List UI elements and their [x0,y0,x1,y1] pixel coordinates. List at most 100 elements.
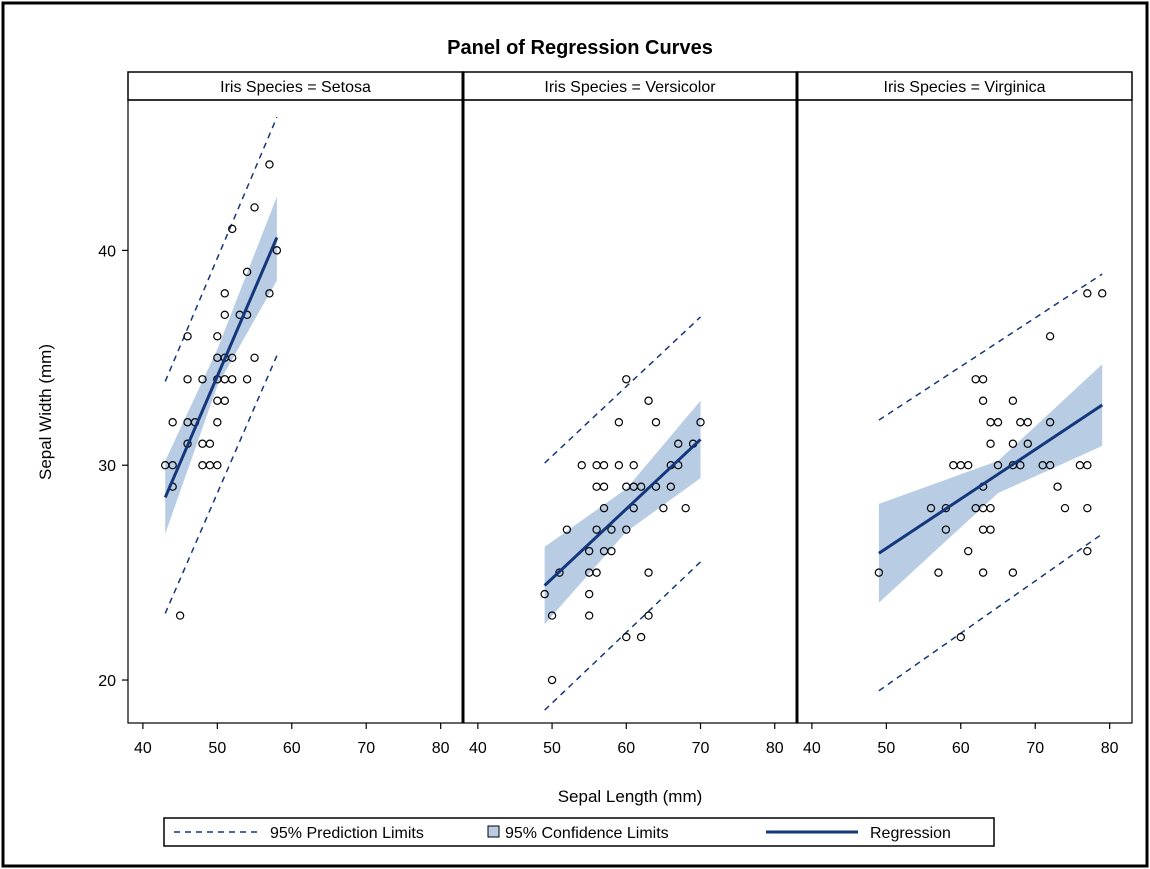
prediction-upper-line [878,273,1103,421]
data-point [242,267,252,277]
x-tick-label: 50 [877,740,895,757]
data-point [1083,289,1092,298]
panel-header-label: Iris Species = Virginica [884,79,1046,96]
data-point [1008,568,1018,577]
x-tick-label: 70 [692,740,710,757]
data-point [547,611,557,620]
data-point [607,525,616,534]
data-point [228,224,237,234]
data-point [978,375,988,384]
x-tick-label: 40 [134,740,152,757]
data-point [629,503,638,513]
prediction-lower-line [164,355,278,614]
data-point [986,503,995,513]
data-point [1083,503,1092,513]
data-point [1045,332,1055,341]
legend: 95% Prediction Limits 95% Confidence Lim… [163,817,995,847]
data-point [220,310,229,320]
data-point [696,418,705,427]
legend-prediction-label: 95% Prediction Limits [270,825,424,842]
data-point [599,461,609,470]
data-point [220,289,229,298]
data-point [636,632,646,642]
panel-1: Iris Species = Setosa 40 50 60 70 80 [127,71,464,757]
data-point [956,632,965,642]
x-tick-label: 80 [1101,740,1119,757]
prediction-lower-line [878,533,1103,692]
data-point [592,525,601,534]
panels: Iris Species = Setosa 40 50 60 70 80 Iris Spec… [127,71,1133,757]
data-point [584,611,594,620]
data-point [1008,396,1018,405]
data-point [1045,418,1055,427]
data-point [213,418,222,427]
data-point [674,439,683,448]
data-point [555,568,564,577]
data-point [1023,418,1032,427]
data-point [562,525,572,534]
prediction-upper-line [544,316,702,464]
data-point [183,375,192,384]
y-tick-label: 30 [98,458,116,475]
data-point [198,375,207,384]
data-point [964,546,973,556]
y-axis-ticks: 20 30 40 [98,243,128,690]
data-point [540,589,549,599]
data-point [205,439,215,448]
data-point [941,525,951,534]
x-tick-label: 70 [357,740,375,757]
data-point [577,461,586,470]
data-point [168,461,177,470]
data-point [1060,503,1070,513]
data-point [644,396,653,405]
data-point [1098,289,1107,298]
data-point [1045,461,1055,470]
data-point [934,568,943,577]
x-tick-label: 60 [283,740,301,757]
data-point [250,203,259,212]
data-point [622,375,631,384]
data-point [242,375,252,384]
x-tick-label: 60 [617,740,635,757]
panel-header [127,71,464,101]
legend-confidence-label: 95% Confidence Limits [505,825,669,842]
x-tick-label: 40 [803,740,821,757]
data-point [993,418,1003,427]
data-point [599,503,609,513]
data-point [874,568,884,577]
data-point [986,439,995,448]
data-point [183,332,192,341]
x-tick-label: 70 [1026,740,1044,757]
data-point [666,482,676,491]
data-point [228,375,237,384]
panel-2: Iris Species = Versicolor 40 50 60 70 80 [462,71,798,757]
data-point [592,568,601,577]
legend-regression-label: Regression [870,825,951,842]
data-point [926,503,936,513]
regression-line [163,236,279,499]
legend-confidence-swatch [487,825,500,838]
data-point [978,568,988,577]
data-point [681,503,690,513]
data-point [607,546,616,556]
regression-line [878,403,1104,555]
x-tick-label: 50 [208,740,226,757]
data-point [168,418,177,427]
panel-3: Iris Species = Virginica 40 50 60 70 80 [796,71,1133,757]
data-point [250,353,259,362]
panel-header-label: Iris Species = Setosa [220,79,371,96]
data-point [213,461,222,470]
data-point [1083,461,1092,470]
x-axis-label: Sepal Length (mm) [558,787,703,806]
data-point [265,160,274,169]
data-point [213,332,222,341]
data-point [636,482,646,491]
data-point [651,418,661,427]
data-point [220,396,229,405]
data-point [584,546,594,556]
y-axis-label: Sepal Width (mm) [36,344,55,480]
data-point [1053,482,1062,491]
data-point [175,611,185,620]
data-point [1083,546,1092,556]
data-point [993,461,1003,470]
